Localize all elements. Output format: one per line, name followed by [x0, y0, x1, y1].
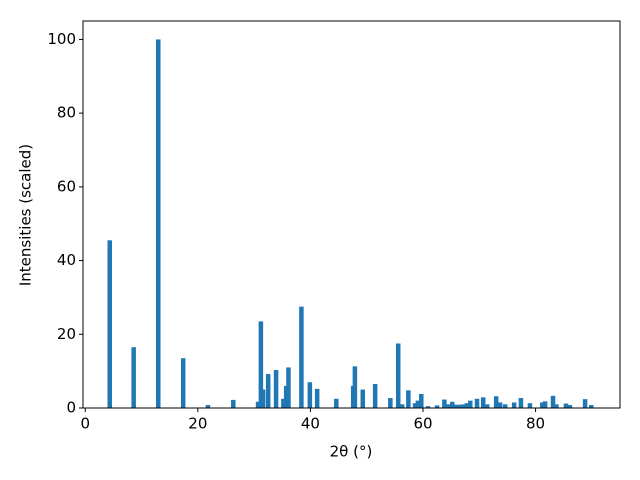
bar [314, 388, 320, 408]
x-tick-label: 40 [301, 415, 320, 433]
bar [412, 403, 418, 408]
bar [480, 397, 486, 408]
bar [307, 382, 313, 408]
bar [334, 398, 339, 408]
bar [450, 401, 455, 408]
bar [260, 389, 266, 408]
bar [205, 405, 211, 408]
bar [231, 399, 236, 408]
bar [255, 401, 261, 408]
bar [540, 402, 545, 408]
bar [511, 402, 517, 408]
y-tick-label: 40 [57, 251, 76, 269]
bar [131, 347, 136, 408]
x-tick-label: 20 [188, 415, 207, 433]
bar [474, 398, 480, 408]
bar [582, 399, 588, 408]
bar [563, 403, 569, 408]
bar [468, 400, 473, 408]
bar [518, 398, 524, 408]
bar [453, 404, 459, 408]
y-tick-label: 80 [57, 104, 76, 122]
plot-frame [82, 20, 621, 409]
y-axis-label: Intensities (scaled) [17, 144, 35, 286]
bar [554, 404, 559, 408]
bar [299, 306, 304, 408]
bar [484, 404, 490, 408]
bar [464, 403, 470, 408]
bar [406, 390, 411, 408]
bar [502, 404, 508, 408]
bar [550, 395, 556, 408]
bar [156, 39, 161, 409]
x-tick-label: 0 [80, 415, 90, 433]
x-axis-label: 2θ (°) [330, 443, 373, 461]
y-tick-label: 100 [47, 30, 76, 48]
y-tick-label: 20 [57, 325, 76, 343]
y-tick-label: 60 [57, 177, 76, 195]
bar [388, 398, 393, 408]
bar [107, 240, 112, 408]
bar [360, 389, 366, 408]
bar [286, 367, 291, 408]
bar [180, 358, 186, 408]
x-tick-label: 80 [526, 415, 545, 433]
bar [457, 404, 463, 408]
bar [273, 370, 279, 408]
bar [425, 406, 431, 408]
bar [434, 405, 440, 408]
bar [419, 393, 424, 408]
bar [281, 398, 286, 408]
bar [258, 321, 264, 408]
bar [461, 404, 467, 408]
bar [265, 374, 271, 408]
bar [589, 405, 594, 408]
bar [399, 404, 405, 408]
bar [446, 404, 451, 408]
bar [567, 405, 573, 408]
bar [415, 400, 421, 408]
bar [542, 401, 548, 408]
bar [493, 396, 499, 408]
bar [527, 403, 533, 408]
bar [442, 399, 447, 408]
bar [352, 366, 358, 408]
bar [372, 384, 378, 408]
x-tick-label: 60 [413, 415, 432, 433]
bar [395, 343, 401, 408]
bar [497, 402, 503, 408]
y-tick-label: 0 [66, 399, 76, 417]
